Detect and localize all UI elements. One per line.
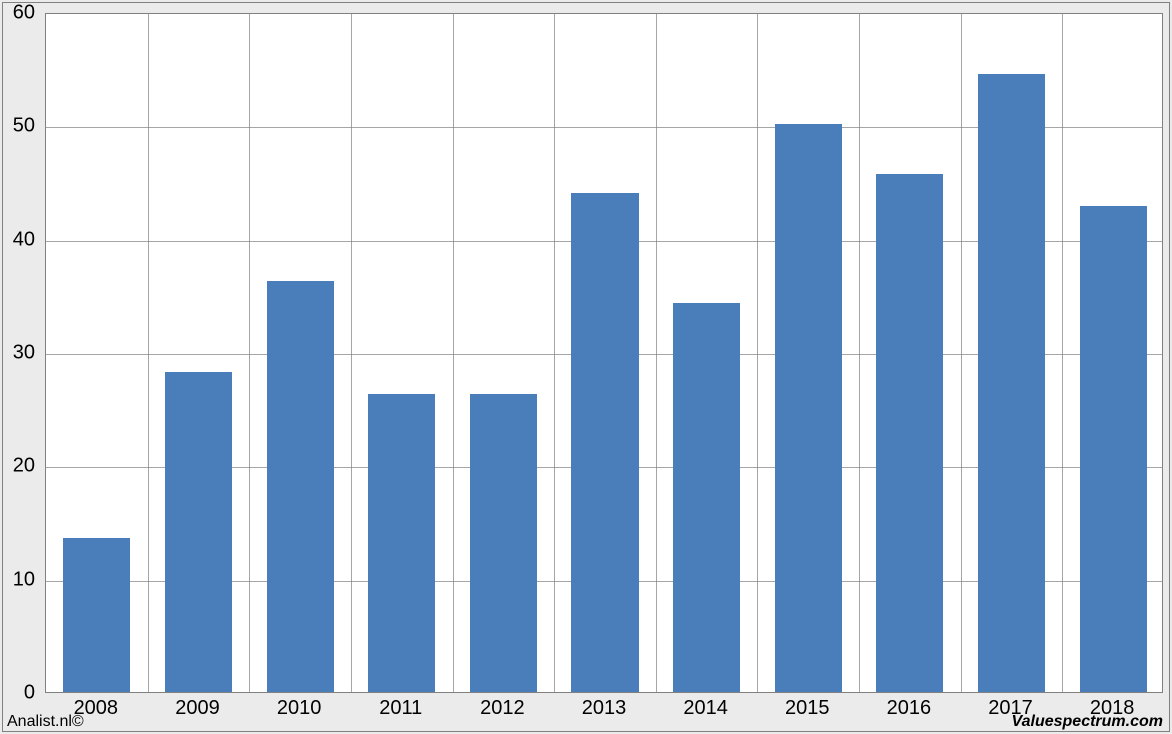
bar [1080, 206, 1147, 692]
gridline-v [859, 14, 860, 692]
gridline-v [656, 14, 657, 692]
bar [165, 372, 232, 692]
x-tick-label: 2014 [683, 697, 728, 720]
gridline-v [453, 14, 454, 692]
gridline-v [757, 14, 758, 692]
chart-frame: 0102030405060 20082009201020112012201320… [2, 2, 1170, 732]
x-tick-label: 2010 [277, 697, 322, 720]
y-tick-label: 50 [5, 115, 35, 138]
bar [571, 193, 638, 692]
x-tick-label: 2012 [480, 697, 525, 720]
x-tick-label: 2015 [785, 697, 830, 720]
y-tick-label: 20 [5, 455, 35, 478]
bar [470, 394, 537, 692]
footer-left-text: Analist.nl© [7, 713, 84, 731]
plot-area [45, 13, 1163, 693]
bar [978, 74, 1045, 692]
y-tick-label: 60 [5, 2, 35, 25]
y-tick-label: 40 [5, 228, 35, 251]
bar [368, 394, 435, 692]
bar [876, 174, 943, 692]
x-tick-label: 2009 [175, 697, 220, 720]
x-tick-label: 2016 [887, 697, 932, 720]
y-tick-label: 0 [5, 682, 35, 705]
gridline-v [961, 14, 962, 692]
y-tick-label: 30 [5, 342, 35, 365]
x-tick-label: 2013 [582, 697, 627, 720]
bar [267, 281, 334, 692]
gridline-v [554, 14, 555, 692]
bar [63, 538, 130, 692]
bar [775, 124, 842, 692]
footer-right-text: Valuespectrum.com [1012, 713, 1163, 731]
gridline-v [249, 14, 250, 692]
x-tick-label: 2011 [379, 697, 422, 720]
gridline-v [351, 14, 352, 692]
gridline-v [1062, 14, 1063, 692]
gridline-v [148, 14, 149, 692]
y-tick-label: 10 [5, 568, 35, 591]
bar [673, 303, 740, 692]
